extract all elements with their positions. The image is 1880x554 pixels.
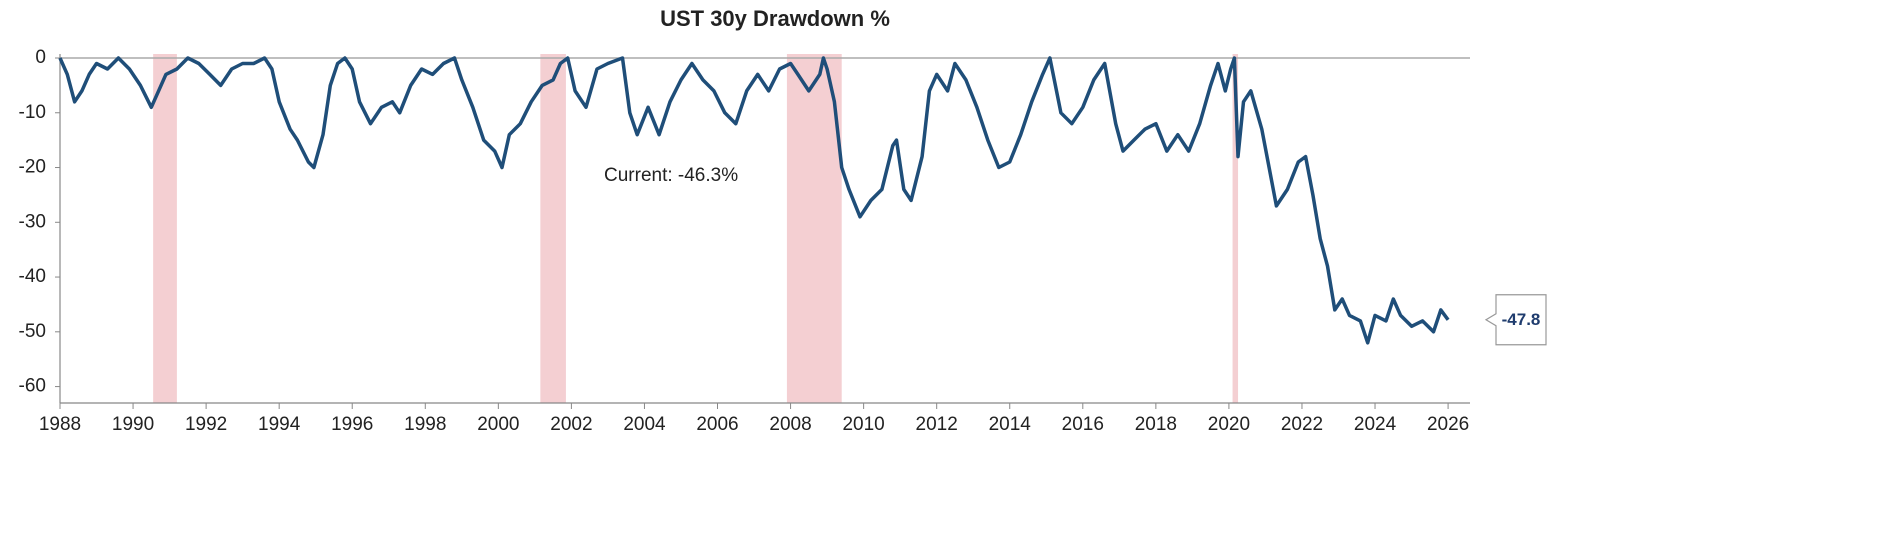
x-tick-label: 2010 xyxy=(842,414,884,435)
y-tick-label: -60 xyxy=(19,376,46,397)
y-tick-label: -40 xyxy=(19,266,46,287)
x-tick-label: 1998 xyxy=(404,414,446,435)
y-tick-label: 0 xyxy=(35,47,46,68)
x-tick-label: 2024 xyxy=(1354,414,1397,435)
x-tick-label: 2014 xyxy=(989,414,1032,435)
y-tick-label: -10 xyxy=(19,102,46,123)
drawdown-line xyxy=(58,56,1450,345)
x-tick-label: 1990 xyxy=(112,414,154,435)
recession-band xyxy=(540,54,566,403)
end-label: -47.8 xyxy=(1502,310,1541,329)
x-tick-label: 2002 xyxy=(550,414,592,435)
x-tick-label: 2006 xyxy=(696,414,738,435)
x-tick-label: 2000 xyxy=(477,414,519,435)
x-tick-label: 2022 xyxy=(1281,414,1323,435)
x-tick-label: 1994 xyxy=(258,414,301,435)
x-tick-label: 1988 xyxy=(39,414,81,435)
x-tick-label: 1996 xyxy=(331,414,373,435)
y-tick-label: -50 xyxy=(19,321,46,342)
x-tick-label: 2016 xyxy=(1062,414,1104,435)
x-tick-label: 2012 xyxy=(916,414,958,435)
annotation: Current: -46.3% xyxy=(604,165,738,186)
y-tick-label: -20 xyxy=(19,157,46,178)
x-tick-label: 2008 xyxy=(769,414,811,435)
recession-band xyxy=(786,54,842,403)
end-label-box xyxy=(1484,294,1547,346)
y-tick-label: -30 xyxy=(19,211,46,232)
x-tick-label: 2004 xyxy=(623,414,666,435)
x-tick-label: 2018 xyxy=(1135,414,1177,435)
chart-title: UST 30y Drawdown % xyxy=(660,6,890,31)
recession-band xyxy=(1232,54,1239,403)
x-tick-label: 1992 xyxy=(185,414,227,435)
x-tick-label: 2026 xyxy=(1427,414,1469,435)
recession-band xyxy=(153,54,177,403)
x-tick-label: 2020 xyxy=(1208,414,1250,435)
